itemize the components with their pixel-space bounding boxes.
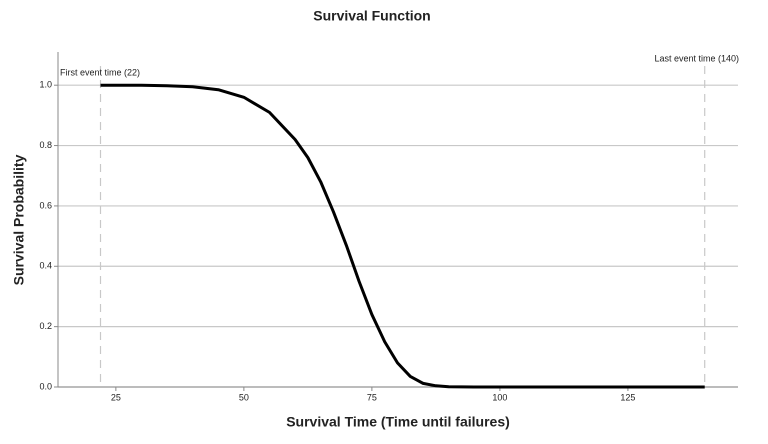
x-axis-title: Survival Time (Time until failures) [286,414,510,430]
x-tick-label: 125 [620,392,635,402]
y-axis-title: Survival Probability [11,154,27,285]
y-tick-label: 0.6 [39,200,52,210]
survival-line [100,83,705,389]
x-tick-label: 100 [492,392,507,402]
reference-label: Last event time (140) [654,53,739,63]
y-tick-label: 1.0 [39,80,52,90]
y-tick-label: 0.2 [39,321,52,331]
y-tick-label: 0.8 [39,140,52,150]
y-tick-label: 0.0 [39,381,52,391]
reference-label: First event time (22) [60,67,140,77]
x-tick-label: 25 [111,392,121,402]
chart-title: Survival Function [313,8,430,24]
x-tick-label: 75 [367,392,377,402]
y-tick-label: 0.4 [39,261,52,271]
x-tick-label: 50 [239,392,249,402]
